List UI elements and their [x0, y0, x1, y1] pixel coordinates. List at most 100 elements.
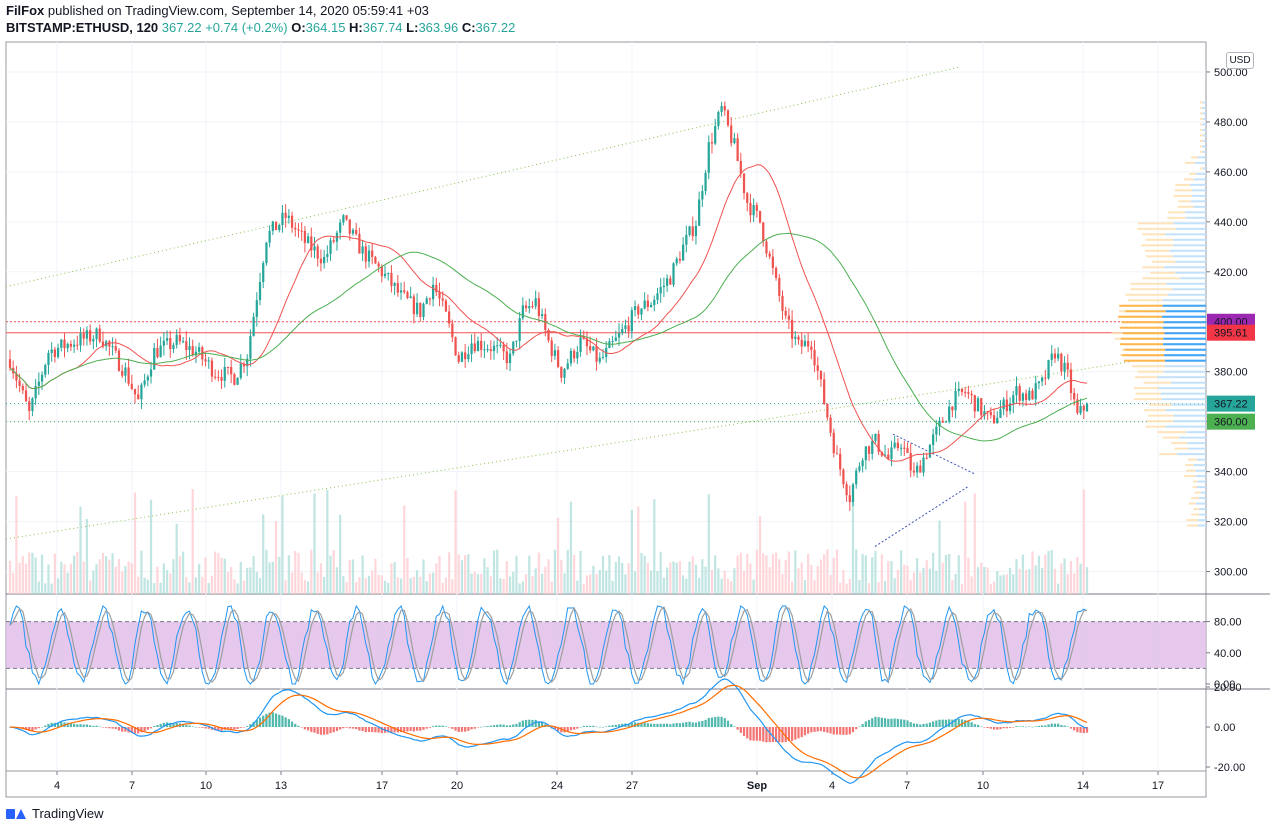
volume-bar [201, 576, 204, 594]
macd-histogram-bar [335, 727, 339, 732]
candle-body [444, 300, 448, 312]
candle-body [262, 262, 265, 283]
volume-profile-bar [1202, 139, 1206, 142]
author-name[interactable]: FilFox [6, 3, 45, 18]
footer-brand[interactable]: TradingView [6, 806, 104, 821]
macd-histogram-bar [887, 718, 890, 727]
candle-body [540, 314, 544, 317]
macd-histogram-bar [819, 727, 823, 732]
volume-bar [823, 554, 826, 594]
volume-bar [1034, 565, 1037, 594]
volume-bar [255, 571, 258, 594]
macd-histogram-bar [662, 723, 666, 727]
volume-bar [18, 562, 21, 594]
volume-profile-bar [1202, 112, 1206, 115]
candle-body [835, 453, 839, 455]
candle-body [845, 484, 848, 496]
macd-histogram-bar [98, 726, 101, 728]
volume-profile-bar [1171, 381, 1206, 384]
macd-histogram-bar [1034, 726, 1037, 727]
candle-body [153, 347, 156, 370]
volume-bar [1002, 574, 1005, 594]
macd-histogram-bar [861, 724, 864, 727]
candle-body [874, 433, 877, 441]
last-price: 367.22 [161, 20, 202, 35]
macd-histogram-bar [409, 727, 412, 731]
candle-body [682, 244, 685, 261]
volume-bar [483, 558, 486, 594]
macd-histogram-bar [303, 727, 307, 730]
volume-bar [476, 573, 480, 594]
volume-profile-bar [1172, 288, 1206, 291]
volume-profile-bar [1172, 238, 1206, 241]
macd-histogram-bar [441, 725, 444, 727]
candle-body [255, 300, 258, 317]
close-value: 367.22 [475, 20, 516, 35]
macd-histogram-bar [839, 727, 842, 735]
volume-bar [903, 564, 906, 594]
macd-histogram-bar [425, 727, 428, 729]
candle-body [614, 337, 617, 341]
candle-body [287, 215, 290, 218]
candle-body [178, 334, 182, 342]
volume-bar [412, 576, 415, 594]
volume-profile-bar [1200, 117, 1204, 120]
macd-histogram-bar [361, 727, 364, 732]
volume-bar [598, 569, 601, 594]
volume-bar [787, 551, 791, 594]
price-change: +0.74 (+0.2%) [205, 20, 288, 35]
volume-bar [480, 573, 483, 594]
price-tick-label: 300.00 [1214, 567, 1248, 579]
candle-body [640, 308, 643, 315]
candle-body [339, 222, 342, 233]
volume-bar [143, 577, 146, 594]
volume-bar [188, 582, 191, 594]
volume-bar [778, 559, 781, 594]
candle-body [691, 226, 694, 237]
volume-bar [624, 574, 627, 594]
candle-body [44, 365, 47, 375]
triangle-lower-line [874, 486, 969, 547]
macd-histogram-bar [701, 720, 704, 727]
candle-body [236, 377, 239, 385]
symbol-label[interactable]: BITSTAMP:ETHUSD, 120 [6, 20, 159, 35]
volume-bar [294, 550, 297, 594]
candle-body [28, 401, 31, 411]
volume-bar [262, 514, 265, 594]
volume-profile-bar [1189, 172, 1197, 175]
volume-bar [512, 571, 515, 594]
chart-canvas[interactable]: 300.00320.00340.00360.00380.00400.00420.… [0, 0, 1280, 800]
candle-body [342, 215, 345, 223]
published-text: published on TradingView.com, September … [47, 3, 429, 18]
macd-histogram-bar [797, 727, 800, 739]
macd-histogram-bar [569, 727, 573, 731]
macd-histogram-bar [428, 727, 432, 728]
candle-body [813, 349, 816, 366]
macd-histogram-bar [1012, 727, 1015, 728]
volume-profile-bar [1167, 216, 1186, 219]
moving-average-red [9, 164, 1088, 462]
candle-body [181, 341, 185, 343]
price-tick-label: 380.00 [1214, 367, 1248, 379]
candle-body [438, 292, 441, 299]
candle-body [130, 383, 133, 389]
macd-histogram-bar [880, 717, 883, 727]
value-area-bar [1162, 326, 1206, 329]
candle-body [733, 138, 736, 144]
currency-badge[interactable]: USD [1226, 52, 1254, 69]
macd-histogram-bar [460, 727, 464, 732]
macd-histogram-bar [169, 722, 172, 727]
volume-bar [371, 570, 374, 594]
candle-body [1028, 390, 1031, 400]
volume-profile-bar [1200, 145, 1202, 148]
volume-bar [1024, 569, 1028, 594]
candle-body [556, 350, 560, 367]
volume-profile-bar [1150, 271, 1176, 274]
volume-bar [637, 506, 640, 594]
volume-profile-bar [1195, 502, 1206, 505]
macd-histogram-bar [633, 722, 637, 727]
candle-body [880, 451, 883, 456]
volume-bar [146, 579, 149, 594]
volume-profile-bar [1200, 167, 1203, 170]
moving-average-green [9, 232, 1088, 442]
